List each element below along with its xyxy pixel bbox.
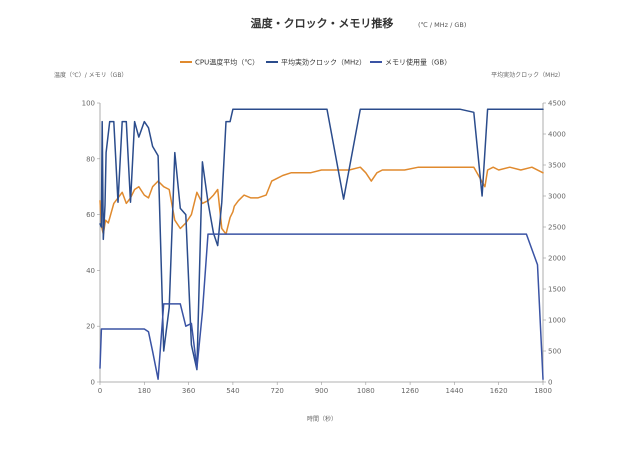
series-layer xyxy=(99,108,544,380)
series-line-1 xyxy=(99,166,544,235)
x-tick-label: 1800 xyxy=(534,387,552,395)
legend: CPU温度平均（℃） 平均実効クロック（MHz） メモリ使用量（GB） xyxy=(180,58,451,67)
x-tick-label: 1080 xyxy=(357,387,375,395)
left-tick-label: 60 xyxy=(86,211,95,219)
chart-title: 温度・クロック・メモリ推移 xyxy=(251,16,394,30)
right-axis-title: 平均実効クロック（MHz） xyxy=(491,71,564,79)
x-tick-label: 540 xyxy=(226,387,239,395)
x-tick-label: 1260 xyxy=(401,387,419,395)
right-tick-label: 2500 xyxy=(548,224,566,232)
right-tick-label: 1000 xyxy=(548,317,566,325)
x-tick-label: 720 xyxy=(271,387,284,395)
x-tick-label: 1440 xyxy=(445,387,463,395)
x-tick-label: 900 xyxy=(315,387,328,395)
legend-label-2: 平均実効クロック（MHz） xyxy=(281,58,366,67)
x-axis-title: 時間（秒） xyxy=(307,415,337,423)
left-tick-label: 20 xyxy=(86,323,95,331)
right-tick-label: 4500 xyxy=(548,100,566,108)
x-tick-label: 360 xyxy=(182,387,195,395)
left-tick-label: 100 xyxy=(82,100,95,108)
right-tick-label: 4000 xyxy=(548,131,566,139)
legend-label-3: メモリ使用量（GB） xyxy=(385,58,451,67)
series-line-3 xyxy=(99,233,544,380)
x-tick-label: 0 xyxy=(98,387,102,395)
right-tick-label: 3500 xyxy=(548,162,566,170)
right-tick-label: 2000 xyxy=(548,255,566,263)
right-tick-label: 1500 xyxy=(548,286,566,294)
right-tick-label: 0 xyxy=(548,379,552,387)
x-tick-label: 180 xyxy=(138,387,151,395)
left-tick-label: 0 xyxy=(91,379,95,387)
right-tick-label: 3000 xyxy=(548,193,566,201)
x-tick-label: 1620 xyxy=(490,387,508,395)
right-tick-label: 500 xyxy=(548,348,561,356)
series-line-2 xyxy=(99,108,544,371)
left-axis-title: 温度（℃）/ メモリ（GB） xyxy=(54,71,127,79)
legend-label-1: CPU温度平均（℃） xyxy=(195,58,259,67)
chart-subtitle: (℃ / MHz / GB) xyxy=(418,21,466,29)
axes: 0204060801000500100015002000250030003500… xyxy=(82,100,566,396)
left-tick-label: 80 xyxy=(86,155,95,163)
left-tick-label: 40 xyxy=(86,267,95,275)
